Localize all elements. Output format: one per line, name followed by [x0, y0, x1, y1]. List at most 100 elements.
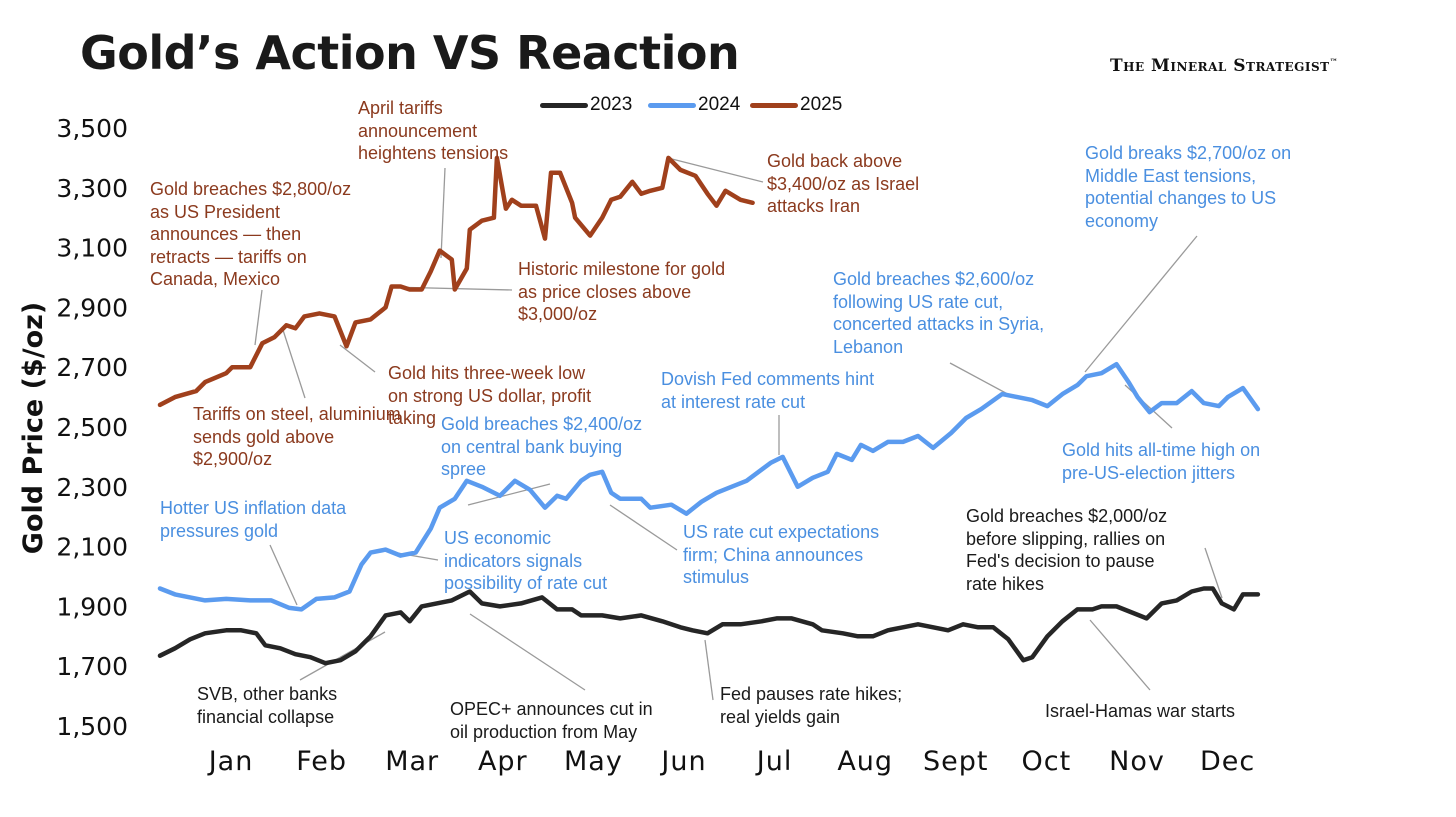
- annotation-leader-line: [467, 483, 551, 506]
- annotation-line: Fed's decision to pause: [966, 551, 1155, 571]
- x-tick-label: Sept: [923, 746, 988, 777]
- annotation-leader-line: [440, 167, 446, 259]
- annotation-line: spree: [441, 459, 487, 479]
- brand-logo: The Mineral Strategist™: [1110, 56, 1338, 76]
- annotation-line: indicators signals: [444, 550, 583, 571]
- annotation-line: Hotter US inflation data: [160, 498, 347, 518]
- annotation: Gold breaches $2,400/oz on central bank b…: [441, 413, 642, 481]
- annotation: April tariffs announcement heightens tensi…: [358, 97, 508, 165]
- annotation-leader-line: [282, 329, 306, 399]
- annotation-leader-line: [1204, 547, 1223, 599]
- annotation-line: Historic milestone for gold: [518, 259, 726, 279]
- annotation-line: $3,000/oz: [518, 304, 598, 324]
- annotation: US rate cut expectations firm; China anno…: [683, 521, 879, 589]
- series-line-2023: [157, 586, 1261, 666]
- annotation-line: SVB, other banks: [197, 684, 338, 704]
- trademark: ™: [1329, 56, 1339, 67]
- annotation-line: firm; China announces: [683, 544, 864, 565]
- x-tick-label: Aug: [837, 746, 893, 777]
- annotation: Gold hits all-time high on pre-US-electio…: [1062, 439, 1260, 484]
- y-tick-label: 2,500: [56, 413, 128, 442]
- y-tick-label: 3,300: [56, 174, 128, 203]
- annotation-leader-line: [339, 344, 376, 373]
- annotation-line: Dovish Fed comments hint: [661, 369, 875, 389]
- annotation-leader-line: [1089, 619, 1151, 691]
- y-tick-label: 3,100: [56, 234, 128, 263]
- y-tick-label: 3,500: [56, 114, 128, 143]
- y-axis-label: Gold Price ($/oz): [18, 302, 49, 554]
- annotation-line: as price closes above: [518, 281, 692, 302]
- annotation-line: Gold hits all-time high on: [1062, 440, 1261, 460]
- brand-name: The Mineral Strategist: [1110, 56, 1330, 76]
- annotation-line: stimulus: [683, 567, 750, 587]
- annotation: US economic indicators signals possibility…: [444, 527, 607, 595]
- annotation-line: oil production from May: [450, 721, 638, 742]
- y-tick-label: 1,700: [56, 652, 128, 681]
- annotation-line: sends gold above: [193, 426, 335, 447]
- annotation-line: US rate cut expectations: [683, 522, 880, 542]
- y-tick-label: 2,700: [56, 353, 128, 382]
- annotation: OPEC+ announces cut in oil production fro…: [450, 698, 653, 743]
- annotation-line: Fed pauses rate hikes;: [720, 684, 903, 704]
- annotation-line: concerted attacks in Syria,: [833, 314, 1045, 334]
- x-tick-label: Dec: [1200, 746, 1255, 777]
- chart-title: Gold’s Action VS Reaction: [80, 26, 740, 80]
- annotation-line: OPEC+ announces cut in: [450, 699, 653, 719]
- annotation-line: real yields gain: [720, 706, 841, 727]
- x-tick-label: Mar: [385, 746, 439, 777]
- legend-swatch-2025: [750, 102, 798, 108]
- x-tick-label: Jul: [755, 746, 793, 777]
- y-tick-label: 1,900: [56, 592, 128, 621]
- legend-label-2023: 2023: [590, 94, 633, 115]
- y-tick-label: 2,100: [56, 533, 128, 562]
- annotation-line: pre-US-election jitters: [1062, 462, 1236, 483]
- annotation-line: $3,400/oz as Israel: [767, 173, 920, 194]
- annotation-line: taking: [388, 408, 437, 428]
- annotation-line: US economic: [444, 528, 552, 548]
- x-tick-label: May: [564, 746, 623, 777]
- legend-label-2025: 2025: [800, 94, 843, 115]
- annotation-line: Gold breaches $2,400/oz: [441, 414, 643, 434]
- annotation: Gold breaks $2,700/oz on Middle East tens…: [1085, 142, 1291, 232]
- annotation-line: retracts — tariffs on: [150, 246, 307, 267]
- annotation-line: Gold hits three-week low: [388, 363, 586, 383]
- legend-swatch-2024: [648, 102, 696, 108]
- annotation-line: Lebanon: [833, 336, 904, 357]
- y-tick-label: 2,300: [56, 473, 128, 502]
- annotation: Gold breaches $2,000/oz before slipping, …: [966, 505, 1167, 595]
- y-tick-label: 1,500: [56, 712, 128, 741]
- annotation-line: Gold breaches $2,800/oz: [150, 179, 352, 199]
- annotation: Dovish Fed comments hint at interest rate…: [661, 368, 874, 413]
- legend-item-2023: 2023: [540, 94, 632, 116]
- annotation-line: Gold breaks $2,700/oz on: [1085, 143, 1292, 163]
- x-tick-label: Nov: [1109, 746, 1165, 777]
- annotation-line: Middle East tensions,: [1085, 165, 1257, 186]
- annotation-leader-line: [1084, 235, 1198, 373]
- annotation-leader-line: [269, 544, 298, 606]
- annotation: Gold hits three-week low on strong US dol…: [388, 362, 591, 430]
- annotation-line: Gold breaches $2,000/oz: [966, 506, 1168, 526]
- annotation-line: economy: [1085, 210, 1159, 231]
- series-line-2025: [157, 155, 755, 408]
- legend-label-2024: 2024: [698, 94, 741, 115]
- legend-item-2025: 2025: [750, 94, 842, 116]
- annotation-line: Tariffs on steel, aluminium: [193, 404, 401, 424]
- annotation-line: possibility of rate cut: [444, 573, 608, 593]
- x-tick-label: Apr: [478, 746, 528, 777]
- annotation-line: announces — then: [150, 224, 302, 244]
- legend-item-2024: 2024: [648, 94, 740, 116]
- annotation: Hotter US inflation data pressures gold: [160, 497, 346, 542]
- x-tick-label: Oct: [1022, 746, 1072, 777]
- annotation-line: $2,900/oz: [193, 449, 273, 469]
- annotation-leader-line: [667, 157, 764, 183]
- annotation-line: Canada, Mexico: [150, 269, 281, 289]
- annotation-line: pressures gold: [160, 520, 279, 541]
- annotation-line: April tariffs: [358, 98, 443, 118]
- annotation-line: Gold breaches $2,600/oz: [833, 269, 1035, 289]
- x-tick-label: Jan: [207, 746, 254, 777]
- annotation-leader-line: [469, 613, 586, 691]
- annotation-leader-line: [254, 289, 263, 346]
- annotation-line: attacks Iran: [767, 196, 861, 216]
- legend-swatch-2023: [540, 102, 588, 108]
